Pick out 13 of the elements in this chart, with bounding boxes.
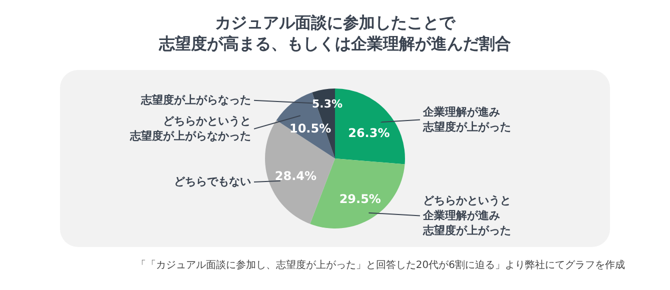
data-label: 5.3% [312, 98, 343, 111]
data-label: 10.5% [289, 121, 332, 136]
chart-title: カジュアル面談に参加したことで志望度が高まる、もしくは企業理解が進んだ割合 [158, 12, 512, 54]
data-label: 29.5% [339, 192, 381, 206]
slice-label: どちらかというと志望度が上がらなかった [129, 114, 251, 142]
slice-label: どちらかというと企業理解が進み志望度が上がった [422, 194, 511, 237]
data-label: 26.3% [348, 126, 390, 140]
pie-slice [265, 120, 335, 224]
slice-label: どちらでもない [174, 174, 251, 188]
slice-label: 企業理解が進み志望度が上がった [422, 105, 511, 134]
data-label: 28.4% [274, 168, 317, 183]
text: 「「カジュアル面談に参加し、志望度が上がった」と回答した20代が6割に迫る」より弊社にてグラフを作成 [136, 258, 625, 272]
slice-label: 志望度が上がらなった [140, 93, 251, 106]
